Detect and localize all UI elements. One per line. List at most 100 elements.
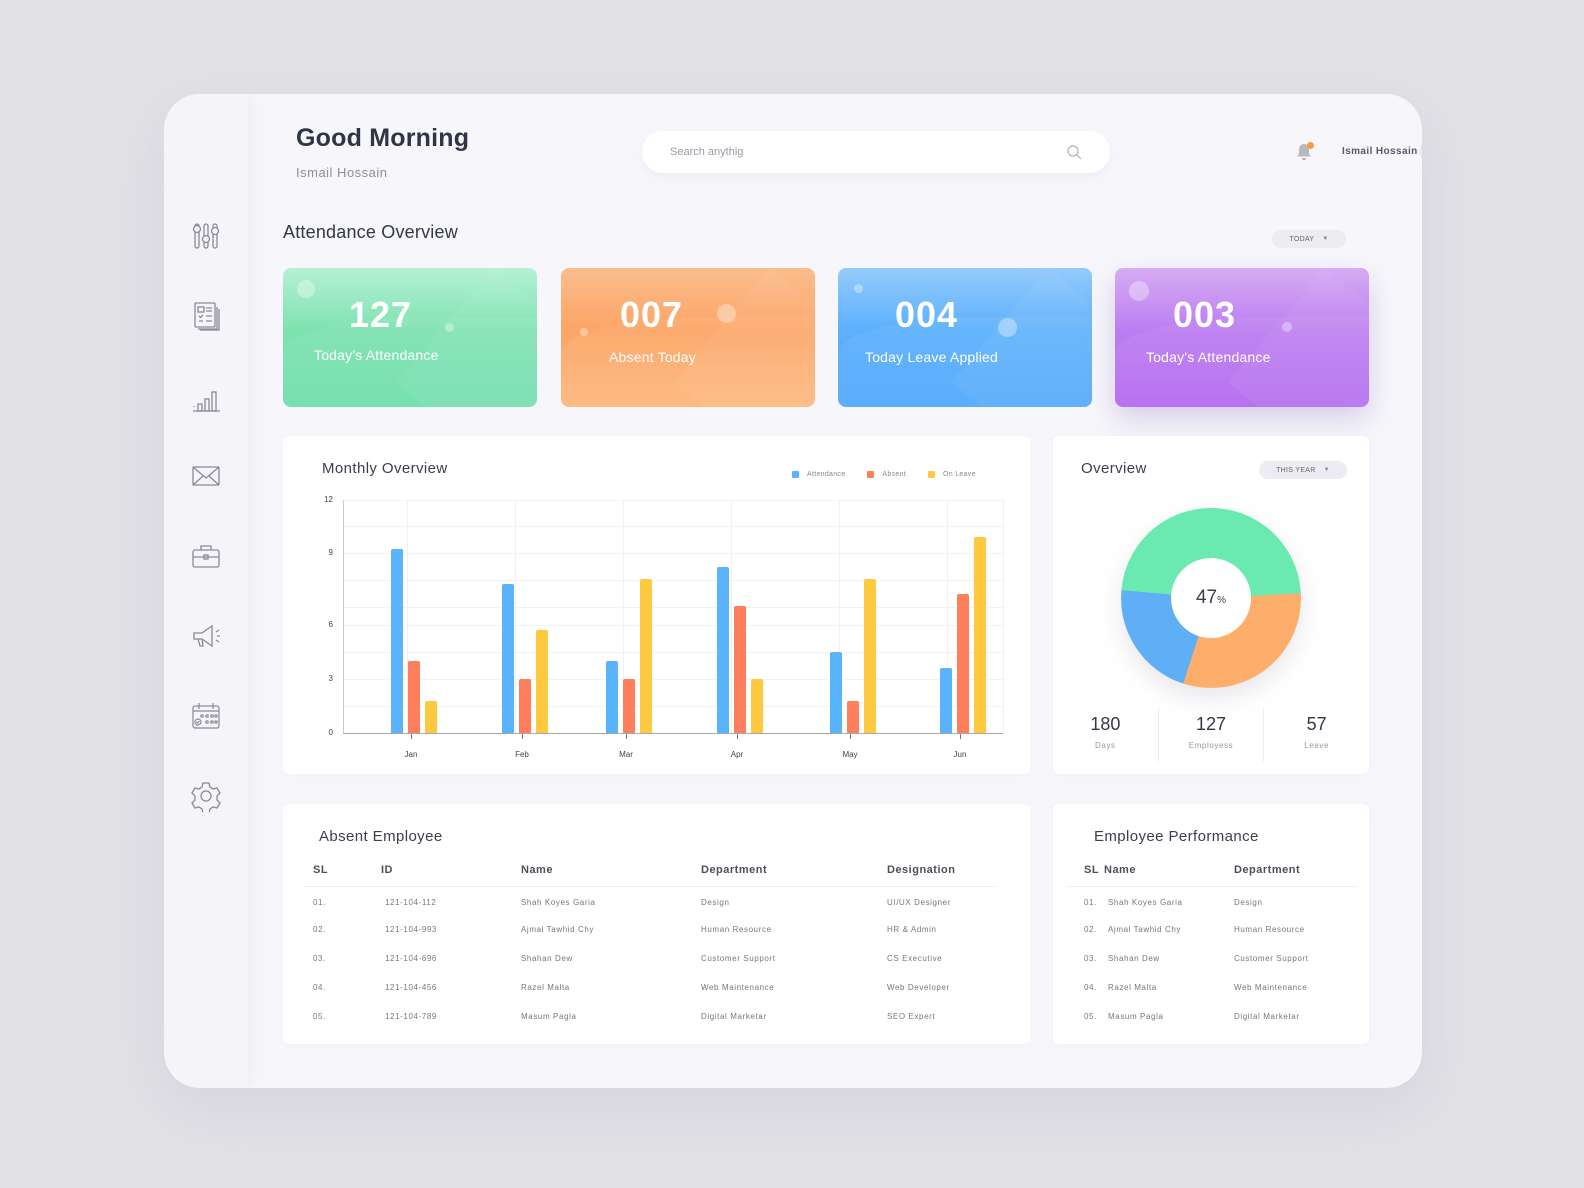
table-row[interactable]: 02. Ajmal Tawhid Chy Human Resource: [1067, 915, 1357, 944]
sidebar-item-jobs[interactable]: [190, 541, 222, 573]
bar-attendance[interactable]: [830, 652, 842, 733]
sidebar-item-reports[interactable]: [190, 300, 222, 332]
mail-icon: [192, 466, 220, 486]
x-axis-label: Apr: [730, 750, 744, 759]
employee-performance-table: SL Name Department 01. Shah Koyes Garia De…: [1067, 854, 1357, 1031]
search-bar[interactable]: [642, 131, 1110, 173]
stat-label: Today Leave Applied: [865, 349, 999, 365]
stat-card-absent[interactable]: 007 Absent Today: [561, 268, 815, 407]
bubble-decoration: [717, 304, 736, 323]
column-header[interactable]: Name: [521, 854, 701, 887]
stat-card-attendance[interactable]: 127 Today's Attendance: [283, 268, 537, 407]
table-row[interactable]: 04. 121-104-456 Razel Malta Web Maintenance…: [303, 973, 995, 1002]
bar-absent[interactable]: [623, 679, 635, 733]
stat-value: 127: [1195, 714, 1227, 734]
stat-value: 004: [895, 294, 959, 335]
attendance-filter-value: TODAY: [1289, 235, 1315, 243]
table-cell: Customer Support: [701, 954, 776, 963]
donut-unit: %: [1217, 595, 1227, 606]
page-title: Good Morning: [296, 124, 470, 152]
column-header[interactable]: SL: [1067, 854, 1104, 887]
sidebar-item-messages[interactable]: [190, 460, 222, 492]
table-row[interactable]: 03. Shahan Dew Customer Support: [1067, 944, 1357, 973]
bar-attendance[interactable]: [717, 567, 729, 733]
notification-button[interactable]: [1294, 142, 1314, 162]
legend-swatch: [867, 471, 875, 478]
table-cell: 03.: [313, 954, 326, 963]
avatar[interactable]: [1420, 134, 1422, 170]
column-header[interactable]: ID: [381, 854, 521, 887]
table-cell: SEO Expert: [887, 1012, 936, 1021]
table-row[interactable]: 01. Shah Koyes Garia Design: [1067, 886, 1357, 915]
bar-absent[interactable]: [847, 700, 859, 733]
legend-item-absent[interactable]: Absent: [867, 471, 906, 478]
document-list-icon: [194, 302, 220, 331]
table-row[interactable]: 02. 121-104-993 Ajmal Tawhid Chy Human Reso…: [303, 915, 995, 944]
search-icon[interactable]: [1066, 144, 1082, 160]
sidebar-item-announcements[interactable]: [190, 620, 222, 652]
bar-on-leave[interactable]: [640, 579, 652, 733]
column-header[interactable]: Designation: [887, 854, 995, 887]
bar-on-leave[interactable]: [425, 700, 437, 733]
bar-on-leave[interactable]: [974, 537, 986, 733]
y-tick-label: 6: [328, 620, 333, 629]
legend-item-on-leave[interactable]: On Leave: [928, 471, 976, 478]
column-header[interactable]: Name: [1104, 854, 1234, 887]
notification-badge: [1307, 142, 1314, 149]
bubble-decoration: [297, 280, 315, 298]
x-axis-label: May: [842, 750, 858, 759]
bar-attendance[interactable]: [606, 661, 618, 733]
table-cell: Web Maintenance: [1234, 983, 1308, 992]
panel-title: Employee Performance: [1094, 828, 1259, 845]
table-row[interactable]: 05. Masum Pagla Digital Marketar: [1067, 1002, 1357, 1031]
stat-label: Days: [1095, 741, 1116, 750]
stat-card-leave[interactable]: 004 Today Leave Applied: [838, 268, 1092, 407]
sidebar-item-analytics[interactable]: [190, 384, 222, 416]
overview-filter-value: THIS YEAR: [1276, 466, 1316, 474]
stat-label: Today's Attendance: [1146, 349, 1271, 365]
bar-on-leave[interactable]: [536, 630, 548, 733]
stat-card-attendance-2[interactable]: 003 Today's Attendance: [1115, 268, 1369, 407]
greeting-block: Good Morning Ismail Hossain: [296, 124, 469, 180]
column-header[interactable]: SL: [303, 854, 381, 887]
table-row[interactable]: 01. 121-104-112 Shah Koyes Garia Design UI/U…: [303, 886, 995, 915]
table-cell: 121-104-112: [385, 898, 437, 908]
table-row[interactable]: 03. 121-104-696 Shahan Dew Customer Support…: [303, 944, 995, 973]
table-cell: 04.: [313, 983, 326, 992]
table-cell: Ajmal Tawhid Chy: [521, 925, 595, 934]
sidebar: [164, 94, 248, 1088]
bar-on-leave[interactable]: [864, 579, 876, 733]
absent-employee-panel: Absent Employee SL ID Name Department De…: [283, 804, 1030, 1044]
legend-label: On Leave: [943, 471, 976, 478]
chart-legend: Attendance Absent On Leave: [792, 471, 976, 478]
bar-on-leave[interactable]: [751, 679, 763, 733]
search-input[interactable]: [670, 146, 1066, 158]
attendance-filter-dropdown[interactable]: TODAY ▼: [1272, 230, 1346, 248]
sidebar-item-settings[interactable]: [190, 780, 222, 814]
legend-item-attendance[interactable]: Attendance: [792, 471, 845, 478]
x-axis-label: Mar: [619, 750, 633, 759]
donut-percentage: 47%: [1196, 587, 1226, 609]
sidebar-item-controls[interactable]: [190, 220, 222, 252]
column-header[interactable]: Department: [1234, 854, 1357, 887]
table-cell: 05.: [313, 1012, 326, 1021]
table-cell: Web Maintenance: [701, 983, 775, 992]
legend-swatch: [928, 471, 936, 478]
overview-filter-dropdown[interactable]: THIS YEAR ▼: [1259, 461, 1347, 479]
bar-absent[interactable]: [734, 605, 746, 733]
table-cell: 03.: [1084, 954, 1097, 963]
bar-absent[interactable]: [408, 661, 420, 733]
x-tick: [737, 734, 738, 739]
bar-attendance[interactable]: [940, 668, 952, 733]
table-row[interactable]: 05. 121-104-789 Masum Pagla Digital Marketa…: [303, 1002, 995, 1031]
table-cell: Shahan Dew: [521, 954, 573, 963]
bar-attendance[interactable]: [502, 584, 514, 733]
table-row[interactable]: 04. Razel Malta Web Maintenance: [1067, 973, 1357, 1002]
column-header[interactable]: Department: [701, 854, 887, 887]
bar-absent[interactable]: [957, 593, 969, 733]
sidebar-item-calendar[interactable]: [190, 700, 222, 732]
bar-attendance[interactable]: [391, 549, 403, 733]
section-title-attendance: Attendance Overview: [283, 222, 458, 242]
stat-value: 180: [1090, 714, 1121, 734]
bar-absent[interactable]: [519, 679, 531, 733]
